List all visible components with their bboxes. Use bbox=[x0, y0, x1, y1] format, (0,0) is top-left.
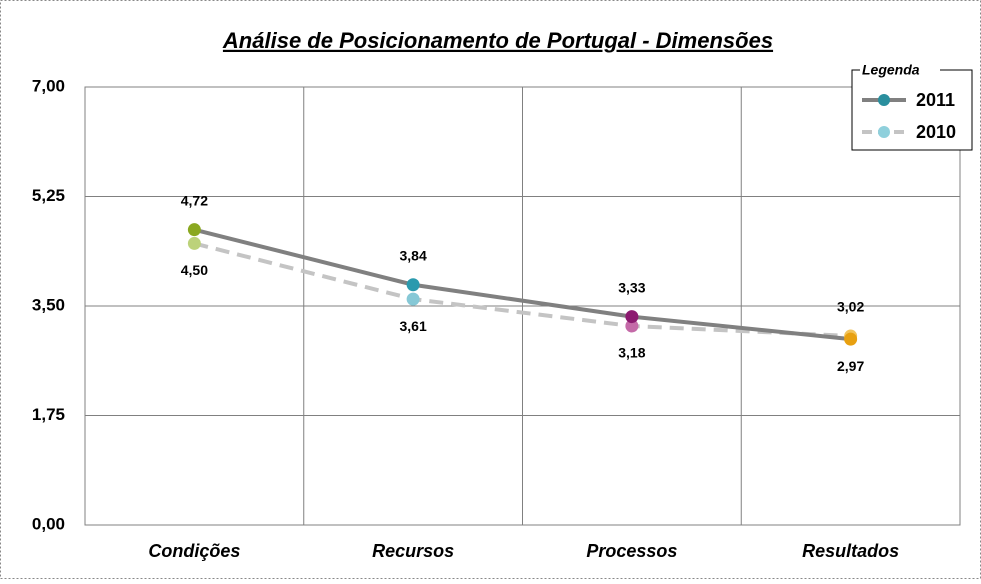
legend-marker bbox=[878, 126, 890, 138]
data-point bbox=[187, 223, 201, 237]
data-point bbox=[187, 236, 201, 250]
legend-title: Legenda bbox=[862, 62, 920, 78]
data-label: 3,84 bbox=[400, 247, 427, 263]
legend-marker bbox=[878, 94, 890, 106]
series-line bbox=[193, 227, 851, 342]
data-label: 2,97 bbox=[837, 358, 864, 374]
x-tick-label: Processos bbox=[586, 541, 677, 561]
data-point bbox=[625, 319, 639, 333]
legend-label: 2010 bbox=[916, 122, 956, 142]
data-point bbox=[844, 332, 858, 346]
x-tick-label: Resultados bbox=[802, 541, 899, 561]
legend-title-bg bbox=[860, 62, 940, 78]
data-label: 4,50 bbox=[181, 262, 208, 278]
y-tick-label: 7,00 bbox=[32, 76, 65, 95]
data-label: 3,33 bbox=[618, 279, 645, 295]
y-tick-label: 3,50 bbox=[32, 295, 65, 314]
data-label: 3,61 bbox=[400, 318, 427, 334]
y-tick-label: 0,00 bbox=[32, 514, 65, 533]
legend-label: 2011 bbox=[916, 90, 955, 110]
plot: 0,00 1,75 3,50 5,25 7,00 Condições Recursos Pro… bbox=[32, 76, 961, 561]
x-tick-label: Condições bbox=[148, 541, 240, 561]
data-label: 4,72 bbox=[181, 192, 208, 208]
series-line bbox=[193, 241, 851, 339]
data-label: 3,02 bbox=[837, 299, 864, 315]
legend-box bbox=[851, 69, 973, 151]
chart-title: Análise de Posicionamento de Portugal - … bbox=[222, 28, 773, 53]
y-tick-label: 5,25 bbox=[32, 186, 65, 205]
y-tick-label: 1,75 bbox=[32, 405, 65, 424]
data-label: 3,18 bbox=[618, 345, 645, 361]
x-tick-label: Recursos bbox=[372, 541, 454, 561]
data-point bbox=[625, 310, 639, 324]
data-point bbox=[406, 278, 420, 292]
data-point bbox=[406, 292, 420, 306]
